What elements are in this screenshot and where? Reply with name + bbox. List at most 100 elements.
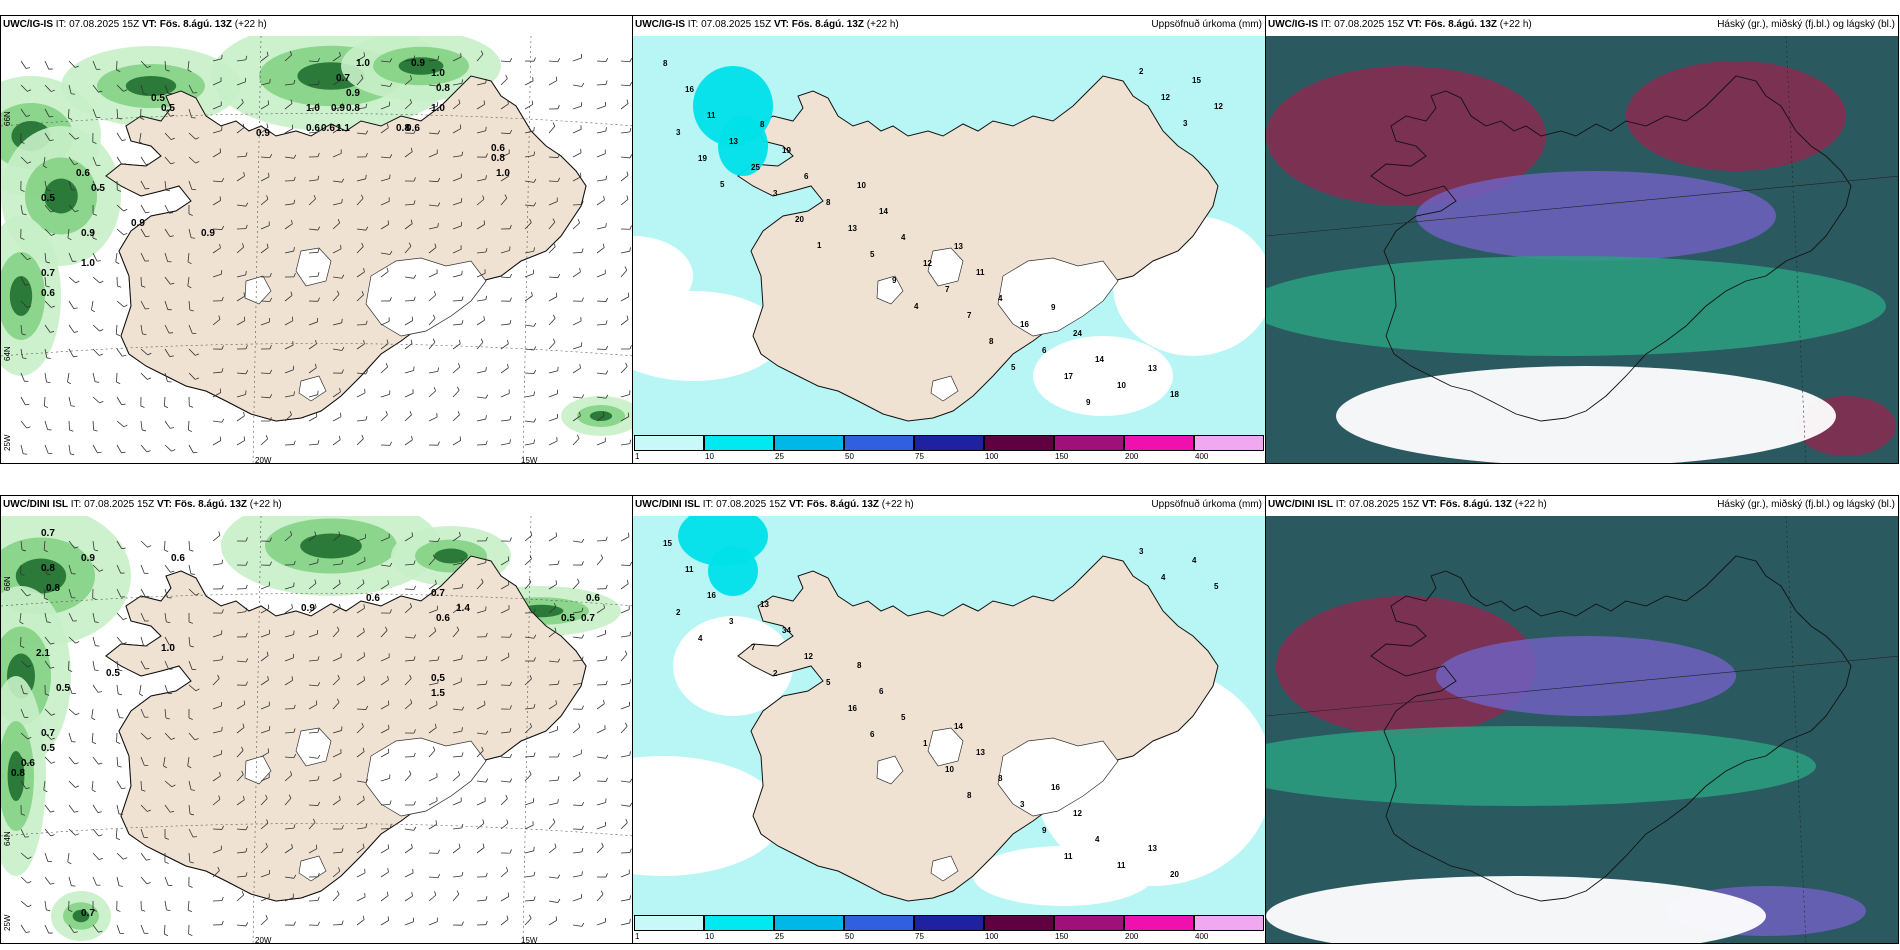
wind-barb-flag bbox=[245, 584, 248, 589]
wind-barb bbox=[500, 153, 510, 158]
wind-barb-flag bbox=[629, 154, 632, 159]
wind-barb bbox=[356, 919, 365, 926]
wind-barb bbox=[188, 732, 196, 741]
wind-barb bbox=[332, 583, 341, 590]
wind-barb-flag bbox=[531, 291, 533, 296]
wind-barb bbox=[524, 755, 535, 758]
wind-barb-flag bbox=[245, 632, 248, 637]
wind-barb-flag bbox=[75, 785, 80, 788]
wind-barb-flag bbox=[317, 754, 321, 759]
lat-gridline bbox=[1, 343, 632, 357]
wind-barb-flag bbox=[409, 603, 413, 608]
wind-barb bbox=[428, 540, 439, 542]
wind-barb-flag bbox=[195, 160, 200, 164]
glacier bbox=[244, 275, 272, 305]
wind-barb bbox=[548, 60, 559, 63]
wind-barb-flag bbox=[485, 632, 488, 637]
wind-barb bbox=[284, 295, 293, 302]
wind-map[interactable]: 0.70.90.80.60.82.1 1.00.50.50.90.61.40.60… bbox=[1, 516, 633, 944]
wind-barb-flag bbox=[555, 292, 558, 297]
wind-speed-label: 0.5 bbox=[431, 673, 445, 684]
wind-barb-flag bbox=[485, 872, 488, 877]
wind-barb-flag bbox=[293, 440, 296, 445]
wind-barb bbox=[212, 870, 220, 878]
precip-value-label: 4 bbox=[901, 233, 906, 242]
wind-barb-flag bbox=[291, 844, 293, 849]
wind-barb-flag bbox=[25, 787, 30, 789]
wind-barb-flag bbox=[507, 580, 510, 585]
wind-barb bbox=[20, 828, 26, 838]
wind-barb-flag bbox=[266, 123, 269, 128]
wind-barb bbox=[404, 370, 414, 374]
wind-barb bbox=[524, 636, 534, 639]
wind-speed-label: 0.9 bbox=[411, 58, 425, 69]
wind-barb bbox=[140, 156, 147, 165]
wind-barb bbox=[212, 849, 222, 854]
wind-barb-flag bbox=[293, 753, 297, 758]
precip-map[interactable]: 1513814161311346131220161258443513115716… bbox=[633, 516, 1266, 916]
wind-barb bbox=[404, 276, 414, 279]
wind-barb-flag bbox=[221, 368, 224, 373]
wind-barb bbox=[236, 851, 246, 854]
wind-barb-flag bbox=[461, 559, 463, 564]
wind-barb bbox=[236, 727, 245, 734]
wind-barb bbox=[332, 563, 342, 566]
wind-barb-flag bbox=[92, 213, 97, 216]
wind-barb-flag bbox=[509, 849, 512, 854]
wind-barb-flag bbox=[49, 139, 54, 142]
wind-barb-flag bbox=[91, 309, 96, 313]
wind-barb bbox=[572, 874, 582, 878]
wind-barb-flag bbox=[605, 57, 609, 62]
wind-barb bbox=[476, 704, 486, 710]
wind-barb bbox=[452, 299, 463, 302]
wind-barb bbox=[500, 584, 510, 590]
wind-barb-flag bbox=[363, 339, 365, 345]
wind-barb-flag bbox=[19, 621, 24, 625]
wind-barb-flag bbox=[602, 411, 605, 416]
wind-barb-flag bbox=[433, 387, 436, 392]
wind-barb bbox=[68, 924, 75, 933]
wind-map[interactable]: 1.0 0.91.00.70.9 0.80.50.5 1.0 0.9 0.8 1.00.9 0… bbox=[1, 36, 633, 464]
wind-barb-flag bbox=[458, 843, 461, 848]
precip-value-label: 1 bbox=[923, 739, 928, 748]
wind-speed-zone-dark bbox=[300, 533, 362, 559]
precip-map[interactable]: 8810139131619141124181164414151381216101… bbox=[633, 36, 1266, 436]
wind-barb-flag bbox=[92, 597, 97, 600]
wind-barb-flag bbox=[289, 771, 293, 776]
cloud-map[interactable] bbox=[1266, 516, 1899, 944]
legend-tick-label: 1 bbox=[635, 452, 640, 461]
cloud-map[interactable] bbox=[1266, 36, 1899, 464]
wind-barb-flag bbox=[123, 304, 128, 308]
wind-barb bbox=[404, 223, 413, 230]
wind-barb bbox=[308, 251, 319, 254]
wind-barb bbox=[188, 780, 192, 790]
wind-barb-flag bbox=[163, 765, 168, 769]
wind-barb-flag bbox=[265, 435, 268, 440]
precip-value-label: 20 bbox=[795, 215, 804, 224]
wind-barb bbox=[380, 393, 390, 398]
wind-barb bbox=[620, 443, 630, 446]
wind-barb-flag bbox=[170, 810, 175, 813]
wind-barb-flag bbox=[50, 834, 55, 837]
wind-barb-flag bbox=[245, 872, 248, 877]
wind-barb bbox=[260, 608, 270, 614]
wind-barb bbox=[187, 420, 190, 431]
wind-barb-flag bbox=[557, 104, 560, 109]
wind-barb-flag bbox=[577, 434, 580, 439]
wind-barb bbox=[164, 108, 171, 117]
wind-barb-flag bbox=[605, 394, 609, 399]
wind-barb-flag bbox=[165, 69, 170, 72]
wind-barb-flag bbox=[509, 439, 511, 444]
wind-barb bbox=[20, 660, 28, 668]
wind-barb bbox=[68, 828, 76, 836]
wind-barb bbox=[188, 804, 191, 814]
wind-barb bbox=[260, 585, 270, 590]
wind-barb-flag bbox=[387, 844, 390, 849]
wind-barb-flag bbox=[291, 316, 294, 321]
wind-barb-flag bbox=[629, 439, 632, 444]
wind-barb-flag bbox=[533, 346, 537, 351]
lon-label-20w: 20W bbox=[255, 456, 272, 464]
wind-speed-label: 0.6 bbox=[306, 123, 320, 134]
wind-barb-flag bbox=[434, 627, 437, 632]
wind-barb bbox=[452, 801, 462, 806]
